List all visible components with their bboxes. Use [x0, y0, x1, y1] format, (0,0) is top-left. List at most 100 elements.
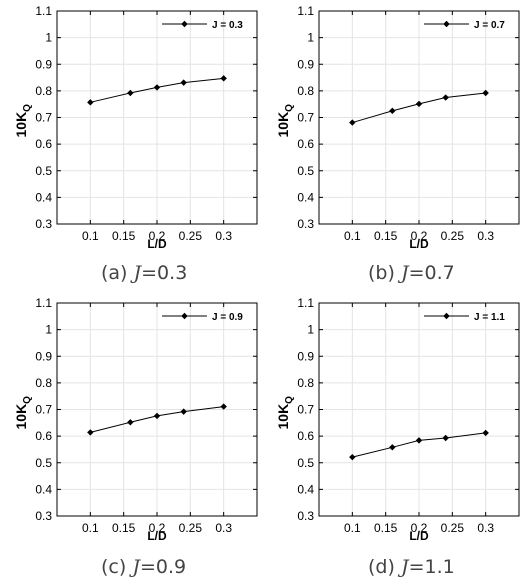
- xtick-label-d-3: 0.25: [441, 521, 465, 535]
- yaxis-label-c: 10KQ: [13, 396, 33, 430]
- xtick-label-c-0: 0.1: [82, 521, 99, 535]
- ytick-label-c-8: 1.1: [35, 296, 52, 310]
- caption-c: (c) J=0.9: [101, 556, 186, 578]
- caption-b: (b) J=0.7: [368, 262, 455, 284]
- yaxis-label-sub-d: Q: [284, 396, 295, 404]
- ytick-label-a-7: 1: [45, 31, 52, 45]
- ytick-label-c-5: 0.8: [35, 376, 52, 390]
- xtick-label-d-1: 0.15: [374, 521, 398, 535]
- caption-c-value: =0.9: [139, 556, 187, 578]
- ytick-label-a-8: 1.1: [35, 4, 52, 18]
- yaxis-label-sub-a: Q: [22, 104, 33, 112]
- grid-a: [57, 10, 257, 225]
- xtick-label-b-0: 0.1: [344, 229, 361, 243]
- caption-a-symbol: J: [133, 262, 142, 284]
- ytick-label-d-1: 0.4: [297, 482, 314, 496]
- yaxis-label-sub-b: Q: [284, 104, 295, 112]
- ytick-label-d-4: 0.7: [297, 403, 314, 417]
- xaxis-label-d: L/D: [409, 529, 429, 543]
- xaxis-label-c: L/D: [147, 529, 167, 543]
- data-point-a-3: [180, 79, 187, 86]
- ytick-label-d-5: 0.8: [297, 376, 314, 390]
- ytick-label-a-3: 0.6: [35, 137, 52, 151]
- caption-b-value: =0.7: [408, 262, 455, 284]
- caption-d: (d) J=1.1: [368, 556, 455, 578]
- data-point-c-1: [127, 419, 134, 426]
- legend-label-c: J = 0.9: [212, 312, 243, 323]
- xaxis-label-b: L/D: [409, 237, 429, 251]
- xtick-label-a-3: 0.25: [179, 229, 203, 243]
- data-point-b-1: [389, 107, 396, 115]
- ytick-label-a-2: 0.5: [35, 164, 52, 178]
- yaxis-label-main-d: 10K: [275, 404, 291, 430]
- xtick-label-c-4: 0.3: [215, 521, 232, 535]
- ytick-label-a-4: 0.7: [35, 111, 52, 125]
- xtick-label-d-2: 0.2: [411, 521, 428, 535]
- data-point-a-2: [153, 84, 161, 91]
- ytick-label-b-2: 0.5: [297, 164, 314, 178]
- caption-d-value: =1.1: [408, 556, 455, 578]
- ytick-label-b-1: 0.4: [297, 190, 314, 204]
- ytick-label-c-1: 0.4: [35, 482, 52, 496]
- legend-marker-a: [181, 20, 188, 28]
- yaxis-label-main-c: 10K: [13, 404, 29, 430]
- data-point-b-3: [442, 94, 449, 101]
- data-point-a-1: [127, 89, 134, 97]
- caption-b-prefix: (b): [368, 262, 401, 284]
- xtick-label-b-4: 0.3: [477, 229, 494, 243]
- legend-label-d: J = 1.1: [474, 312, 505, 323]
- caption-d-prefix: (d): [368, 556, 401, 578]
- ytick-label-d-3: 0.6: [297, 429, 314, 443]
- data-point-b-0: [349, 119, 356, 126]
- xtick-label-a-4: 0.3: [215, 229, 232, 243]
- ytick-label-a-0: 0.3: [35, 217, 52, 231]
- data-point-d-1: [389, 444, 396, 451]
- caption-b-symbol: J: [400, 262, 409, 284]
- chart-b: 0.3 0.4 0.5 0.6 0.7 0.8 0.9 1 1.1 0.1 0.15 0.2 0.25 0…: [275, 4, 520, 251]
- data-point-d-0: [349, 453, 356, 461]
- ytick-label-c-4: 0.7: [35, 403, 52, 417]
- ytick-label-c-6: 0.9: [35, 349, 52, 363]
- yaxis-label-a: 10KQ: [13, 104, 33, 138]
- data-point-b-4: [482, 89, 489, 97]
- ytick-label-c-7: 1: [45, 323, 52, 337]
- yaxis-label-d: 10KQ: [275, 396, 295, 430]
- yaxis-label-main-b: 10K: [275, 112, 291, 138]
- grid-b: [319, 10, 519, 225]
- xtick-label-b-3: 0.25: [441, 229, 465, 243]
- data-point-b-2: [415, 100, 423, 108]
- data-point-d-4: [482, 429, 489, 437]
- xtick-label-b-2: 0.2: [411, 229, 428, 243]
- data-point-c-0: [87, 429, 94, 436]
- ytick-label-d-8: 1.1: [297, 296, 314, 310]
- yaxis-label-b: 10KQ: [275, 104, 295, 138]
- xtick-label-a-2: 0.2: [149, 229, 166, 243]
- legend-marker-d: [443, 312, 450, 320]
- xaxis-label-a: L/D: [147, 237, 167, 251]
- chart-panel-a: 0.3 0.4 0.5 0.6 0.7 0.8 0.9 1 1.1 0.1 0.15 0.2 0.25 0…: [0, 0, 262, 258]
- ytick-label-a-5: 0.8: [35, 84, 52, 98]
- data-point-c-4: [220, 403, 227, 410]
- legend-marker-c: [181, 312, 188, 320]
- data-point-c-2: [153, 412, 161, 420]
- ytick-label-d-7: 1: [307, 323, 314, 337]
- ytick-label-b-0: 0.3: [297, 217, 314, 231]
- caption-c-prefix: (c): [101, 556, 133, 578]
- legend-marker-b: [443, 20, 450, 28]
- ytick-label-a-6: 0.9: [35, 57, 52, 71]
- caption-c-symbol: J: [132, 556, 140, 578]
- xtick-label-a-1: 0.15: [112, 229, 136, 243]
- ytick-label-b-8: 1.1: [297, 4, 314, 18]
- chart-panel-d: 0.3 0.4 0.5 0.6 0.7 0.8 0.9 1 1.1 0.1 0.15 0.2 0.25 0…: [262, 292, 529, 550]
- chart-panel-c: 0.3 0.4 0.5 0.6 0.7 0.8 0.9 1 1.1 0.1 0.15 0.2 0.25 0…: [0, 292, 262, 550]
- xtick-label-a-0: 0.1: [82, 229, 99, 243]
- caption-d-symbol: J: [400, 556, 409, 578]
- grid-c: [57, 302, 257, 517]
- yaxis-label-sub-c: Q: [22, 396, 33, 404]
- yaxis-label-main-a: 10K: [13, 112, 29, 138]
- ytick-label-c-0: 0.3: [35, 509, 52, 523]
- chart-c: 0.3 0.4 0.5 0.6 0.7 0.8 0.9 1 1.1 0.1 0.15 0.2 0.25 0…: [13, 296, 258, 543]
- ytick-label-b-3: 0.6: [297, 137, 314, 151]
- data-point-d-2: [415, 437, 423, 444]
- caption-a: (a) J=0.3: [101, 262, 187, 284]
